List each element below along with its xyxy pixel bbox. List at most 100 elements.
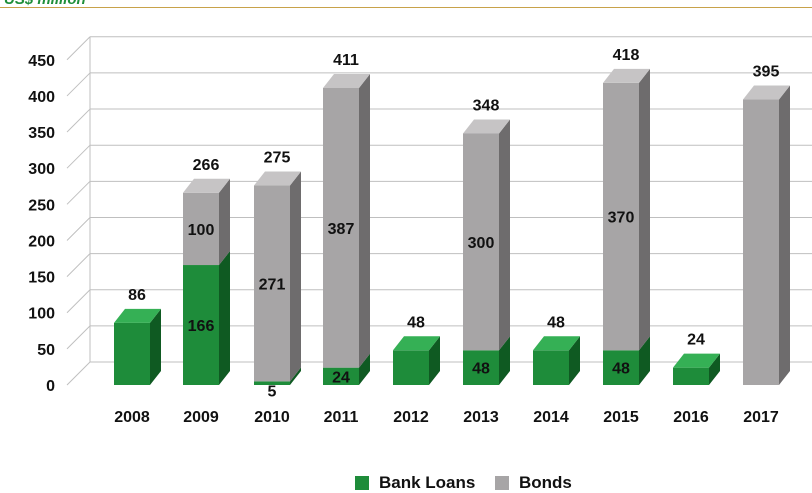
- x-tick-label: 2015: [603, 409, 639, 426]
- bar-bank-loans-front: [463, 350, 499, 385]
- bar-bonds-top: [743, 85, 790, 100]
- bar-bank-loans-top: [114, 308, 161, 323]
- bar-bank-loans-top: [393, 336, 440, 351]
- y-tick-label: 50: [37, 342, 55, 359]
- segment-label: 271: [259, 276, 286, 293]
- y-tick-label: 400: [28, 89, 55, 106]
- bar-bonds-top: [183, 178, 230, 193]
- stacked-bar-chart: 0 50 100 150 200 250 300 350 400 450 86 2008 166 100 2…: [28, 36, 812, 426]
- segment-label: 100: [188, 222, 215, 239]
- legend-label-bonds: Bonds: [519, 473, 572, 492]
- y-tick-label: 250: [28, 197, 55, 214]
- gridline-side: [66, 144, 91, 169]
- bar-bank-loans-front: [254, 381, 290, 385]
- total-label: 275: [264, 150, 291, 167]
- gridline-side: [66, 36, 91, 61]
- gridline-side: [66, 217, 91, 241]
- legend: Bank Loans Bonds: [0, 473, 812, 493]
- x-tick-label: 2011: [324, 409, 359, 426]
- legend-item-bonds: Bonds: [495, 473, 572, 493]
- segment-label: 48: [612, 361, 630, 378]
- bar-bonds-top: [323, 73, 370, 88]
- bar-bonds-top: [254, 171, 301, 186]
- y-tick-label: 100: [28, 306, 55, 323]
- total-label: 48: [407, 314, 425, 331]
- x-tick-label: 2013: [463, 409, 499, 426]
- legend-item-bank-loans: Bank Loans: [355, 473, 475, 493]
- bar-bonds-top: [603, 68, 650, 83]
- segment-label: 370: [608, 210, 635, 227]
- gridline-side: [66, 72, 91, 97]
- legend-label-bank-loans: Bank Loans: [379, 473, 476, 492]
- gridline-side: [66, 108, 91, 133]
- gridline-side: [66, 289, 91, 314]
- bar-bank-loans-front: [533, 350, 569, 385]
- x-tick-label: 2008: [114, 409, 150, 426]
- segment-label: 48: [472, 361, 490, 378]
- bar-bank-loans-side: [359, 353, 370, 385]
- bar-bank-loans-side: [569, 336, 580, 385]
- y-tick-label: 450: [28, 53, 55, 70]
- total-label: 86: [128, 287, 146, 304]
- bar-bank-loans-front: [323, 367, 359, 385]
- y-tick-label: 150: [28, 270, 55, 287]
- y-tick-label: 300: [28, 161, 55, 178]
- bar-bonds-side: [779, 85, 790, 385]
- segment-label: 24: [332, 370, 350, 387]
- gridline-side: [66, 180, 91, 205]
- bar-bank-loans-side: [639, 336, 650, 385]
- total-label: 24: [687, 332, 705, 349]
- floor-edge: [66, 361, 91, 386]
- gridline-side: [66, 253, 91, 277]
- bar-bonds-front: [463, 133, 499, 351]
- bar-bank-loans-front: [603, 350, 639, 385]
- bar-bonds-front: [603, 82, 639, 351]
- bar-bank-loans-side: [150, 308, 161, 385]
- unit-title: US$ million: [4, 0, 86, 8]
- x-tick-label: 2014: [533, 409, 569, 426]
- bar-bank-loans-front: [673, 367, 709, 385]
- bar-bonds-side: [359, 73, 370, 368]
- y-tick-label: 350: [28, 125, 55, 142]
- x-tick-label: 2010: [254, 409, 290, 426]
- bar-bonds-side: [639, 68, 650, 351]
- total-label: 411: [333, 52, 359, 69]
- y-tick-label: 0: [46, 378, 55, 395]
- bar-bank-loans-front: [393, 350, 429, 385]
- y-tick-label: 200: [28, 233, 55, 250]
- x-tick-label: 2016: [673, 409, 709, 426]
- total-label: 266: [193, 157, 220, 174]
- x-tick-label: 2017: [743, 409, 779, 426]
- bar-bonds-front: [183, 192, 219, 266]
- segment-label: 166: [188, 318, 215, 335]
- bar-bonds-front: [743, 99, 779, 385]
- bar-bank-loans-front: [183, 265, 219, 385]
- legend-swatch-bank-loans: [355, 476, 369, 490]
- bar-bonds-side: [499, 119, 510, 351]
- x-tick-label: 2009: [183, 409, 219, 426]
- legend-swatch-bonds: [495, 476, 509, 490]
- bar-bank-loans-side: [709, 353, 720, 385]
- bar-bank-loans-top: [533, 336, 580, 351]
- top-rule: [0, 7, 812, 8]
- bar-bank-loans-side: [219, 251, 230, 385]
- bar-bonds-front: [254, 185, 290, 382]
- bar-bonds-side: [219, 178, 230, 266]
- bar-bank-loans-top: [673, 353, 720, 368]
- total-label: 48: [547, 314, 565, 331]
- bar-bank-loans-side: [499, 336, 510, 385]
- x-tick-label: 2012: [393, 409, 429, 426]
- segment-label: 5: [268, 383, 277, 400]
- bar-bank-loans-side: [429, 336, 440, 385]
- segment-label: 387: [328, 221, 355, 238]
- gridline-side: [66, 325, 91, 350]
- bar-bonds-top: [463, 119, 510, 134]
- total-label: 395: [753, 64, 780, 81]
- segment-label: 300: [468, 235, 495, 252]
- bar-bonds-front: [323, 87, 359, 368]
- total-label: 348: [473, 98, 500, 115]
- bar-bank-loans-front: [114, 322, 150, 385]
- bar-bonds-side: [290, 171, 301, 382]
- bar-bank-loans-side: [290, 367, 301, 385]
- total-label: 418: [613, 47, 640, 64]
